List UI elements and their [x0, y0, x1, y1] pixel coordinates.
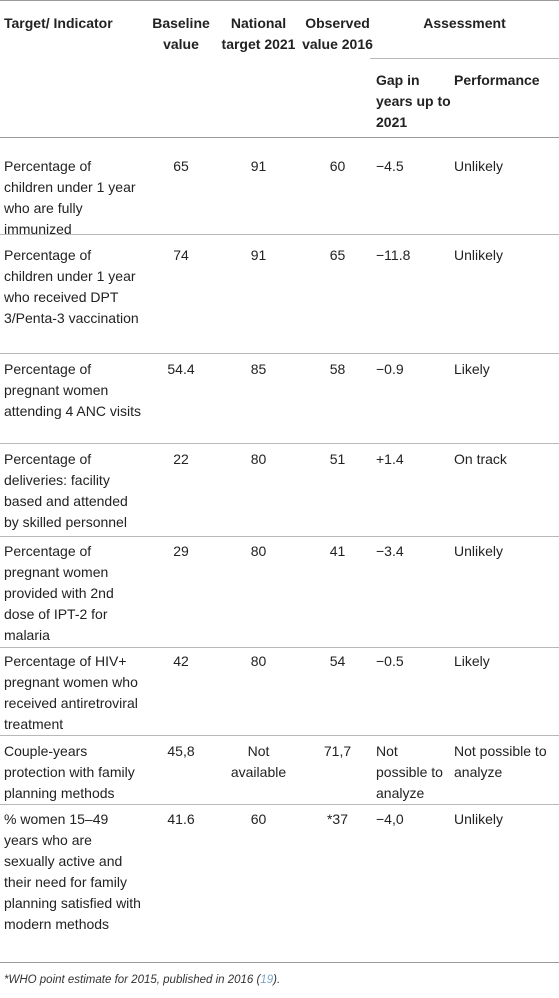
row-4-baseline: 22	[173, 451, 189, 467]
row-3-observed: 58	[329, 361, 346, 377]
row-5-national: 80	[250, 543, 267, 559]
header-baseline: Baseline value	[152, 15, 210, 52]
row-6-gap: −0.5	[376, 653, 404, 669]
row-1-observed: 60	[329, 158, 346, 174]
row-rule	[0, 735, 559, 736]
row-5-indicator: Percentage of pregnant women provided wi…	[4, 543, 114, 643]
header-observed-value: Observed value 2016	[302, 15, 373, 52]
row-rule	[0, 234, 559, 235]
row-2-national: 91	[250, 247, 267, 263]
row-4-national: 80	[250, 451, 267, 467]
row-6-national: 80	[250, 653, 267, 669]
footnote-end: ).	[273, 974, 281, 986]
row-1-national: 91	[250, 158, 267, 174]
row-4-observed: 51	[329, 451, 346, 467]
row-rule	[0, 647, 559, 648]
row-6-performance: Likely	[454, 653, 490, 669]
row-7-observed: 71,7	[323, 743, 352, 759]
row-1-performance: Unlikely	[454, 158, 504, 174]
row-6-baseline: 42	[173, 653, 189, 669]
row-8-national: 60	[250, 811, 267, 827]
row-2-observed: 65	[329, 247, 346, 263]
row-3-performance: Likely	[454, 361, 490, 377]
row-7-gap: Not possible to analyze	[376, 743, 443, 801]
row-1-gap: −4.5	[376, 158, 404, 174]
row-3-indicator: Percentage of pregnant women attending 4…	[4, 361, 141, 419]
row-4-performance: On track	[454, 451, 507, 467]
header-performance: Performance	[454, 72, 540, 88]
row-3-baseline: 54.4	[167, 361, 195, 377]
footnote-reference-link[interactable]: 19	[260, 974, 274, 986]
header-gap: Gap in years up to 2021	[376, 72, 451, 130]
row-8-observed: *37	[326, 811, 349, 827]
row-8-gap: −4,0	[376, 811, 404, 827]
row-7-national: Not available	[230, 743, 287, 780]
header-indicator: Target/ Indicator	[4, 15, 113, 31]
row-2-indicator: Percentage of children under 1 year who …	[4, 247, 139, 326]
table-top-rule	[0, 0, 559, 1]
row-7-baseline: 45,8	[167, 743, 195, 759]
row-5-gap: −3.4	[376, 543, 404, 559]
row-8-performance: Unlikely	[454, 811, 504, 827]
row-1-baseline: 65	[173, 158, 189, 174]
row-rule	[0, 353, 559, 354]
row-5-observed: 41	[329, 543, 346, 559]
row-2-gap: −11.8	[376, 247, 411, 263]
row-5-baseline: 29	[173, 543, 189, 559]
row-3-gap: −0.9	[376, 361, 404, 377]
row-8-baseline: 41.6	[167, 811, 195, 827]
row-5-performance: Unlikely	[454, 543, 504, 559]
header-assessment: Assessment	[423, 15, 506, 31]
row-4-gap: +1.4	[376, 451, 404, 467]
row-rule	[0, 804, 559, 805]
footnote-text: *WHO point estimate for 2015, published …	[4, 974, 261, 986]
table-footnote: *WHO point estimate for 2015, published …	[4, 974, 280, 986]
row-7-indicator: Couple-years protection with family plan…	[4, 743, 135, 801]
row-4-indicator: Percentage of deliveries: facility based…	[4, 451, 128, 530]
row-2-baseline: 74	[173, 247, 189, 263]
row-rule	[0, 443, 559, 444]
row-7-performance: Not possible to analyze	[454, 743, 547, 780]
row-3-national: 85	[250, 361, 267, 377]
assessment-subrule	[370, 58, 559, 59]
row-6-indicator: Percentage of HIV+ pregnant women who re…	[4, 653, 138, 732]
header-national-target: National target 2021	[221, 15, 296, 52]
row-2-performance: Unlikely	[454, 247, 504, 263]
header-bottom-rule	[0, 137, 559, 138]
row-rule	[0, 536, 559, 537]
row-6-observed: 54	[329, 653, 346, 669]
row-1-indicator: Percentage of children under 1 year who …	[4, 158, 136, 237]
row-8-indicator: % women 15–49 years who are sexually act…	[4, 811, 141, 932]
table-bottom-rule	[0, 962, 559, 963]
